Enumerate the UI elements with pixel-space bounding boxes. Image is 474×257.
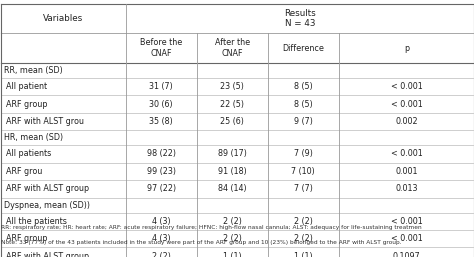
Text: < 0.001: < 0.001 bbox=[391, 149, 422, 159]
Text: After the
CNAF: After the CNAF bbox=[215, 39, 250, 58]
Text: < 0.001: < 0.001 bbox=[391, 234, 422, 243]
Text: ARF with ALST group: ARF with ALST group bbox=[6, 252, 89, 257]
Text: 7 (10): 7 (10) bbox=[292, 167, 315, 176]
Text: 4 (3): 4 (3) bbox=[152, 234, 171, 243]
Text: 0.1097: 0.1097 bbox=[392, 252, 420, 257]
Text: ARF with ALST group: ARF with ALST group bbox=[6, 184, 89, 194]
Text: 8 (5): 8 (5) bbox=[294, 82, 313, 91]
Text: 98 (22): 98 (22) bbox=[146, 149, 176, 159]
Text: 2 (2): 2 (2) bbox=[152, 252, 171, 257]
Text: ARF with ALST grou: ARF with ALST grou bbox=[6, 117, 84, 126]
Text: Difference: Difference bbox=[283, 44, 324, 53]
Text: 1 (1): 1 (1) bbox=[294, 252, 313, 257]
Text: Before the
CNAF: Before the CNAF bbox=[140, 39, 182, 58]
Text: 84 (14): 84 (14) bbox=[218, 184, 246, 194]
Text: 4 (3): 4 (3) bbox=[152, 217, 171, 226]
Text: 2 (2): 2 (2) bbox=[294, 217, 313, 226]
Text: 7 (7): 7 (7) bbox=[294, 184, 313, 194]
Text: p: p bbox=[404, 44, 409, 53]
Text: < 0.001: < 0.001 bbox=[391, 99, 422, 109]
Text: 0.001: 0.001 bbox=[395, 167, 418, 176]
Text: HR, mean (SD): HR, mean (SD) bbox=[4, 133, 63, 142]
Text: 0.013: 0.013 bbox=[395, 184, 418, 194]
Text: 99 (23): 99 (23) bbox=[146, 167, 176, 176]
Text: 7 (9): 7 (9) bbox=[294, 149, 313, 159]
Text: 9 (7): 9 (7) bbox=[294, 117, 313, 126]
Text: ARF group: ARF group bbox=[6, 99, 47, 109]
Text: < 0.001: < 0.001 bbox=[391, 82, 422, 91]
Text: 89 (17): 89 (17) bbox=[218, 149, 246, 159]
Text: All patients: All patients bbox=[6, 149, 51, 159]
Text: 91 (18): 91 (18) bbox=[218, 167, 246, 176]
Text: 0.002: 0.002 bbox=[395, 117, 418, 126]
Text: < 0.001: < 0.001 bbox=[391, 217, 422, 226]
Text: RR: respiratory rate; HR: heart rate; ARF: acute respiratory failure; HFNC: high: RR: respiratory rate; HR: heart rate; AR… bbox=[1, 225, 421, 230]
Text: 23 (5): 23 (5) bbox=[220, 82, 244, 91]
Text: 1 (1): 1 (1) bbox=[223, 252, 242, 257]
Text: 2 (2): 2 (2) bbox=[223, 234, 242, 243]
Text: ARF group: ARF group bbox=[6, 234, 47, 243]
Text: 97 (22): 97 (22) bbox=[146, 184, 176, 194]
Text: ARF grou: ARF grou bbox=[6, 167, 42, 176]
Text: 31 (7): 31 (7) bbox=[149, 82, 173, 91]
Text: 25 (6): 25 (6) bbox=[220, 117, 244, 126]
Text: 22 (5): 22 (5) bbox=[220, 99, 244, 109]
Text: 8 (5): 8 (5) bbox=[294, 99, 313, 109]
Text: Results
N = 43: Results N = 43 bbox=[284, 9, 316, 28]
Text: 30 (6): 30 (6) bbox=[149, 99, 173, 109]
Text: All patient: All patient bbox=[6, 82, 47, 91]
Text: 2 (2): 2 (2) bbox=[223, 217, 242, 226]
Text: Dyspnea, mean (SD)): Dyspnea, mean (SD)) bbox=[4, 200, 90, 210]
Text: Note: 33 (77%) of the 43 patients included in the study were part of the ARF gro: Note: 33 (77%) of the 43 patients includ… bbox=[1, 240, 401, 245]
Text: All the patients: All the patients bbox=[6, 217, 66, 226]
Text: Variables: Variables bbox=[43, 14, 83, 23]
Text: 35 (8): 35 (8) bbox=[149, 117, 173, 126]
Text: 2 (2): 2 (2) bbox=[294, 234, 313, 243]
Text: RR, mean (SD): RR, mean (SD) bbox=[4, 66, 63, 75]
